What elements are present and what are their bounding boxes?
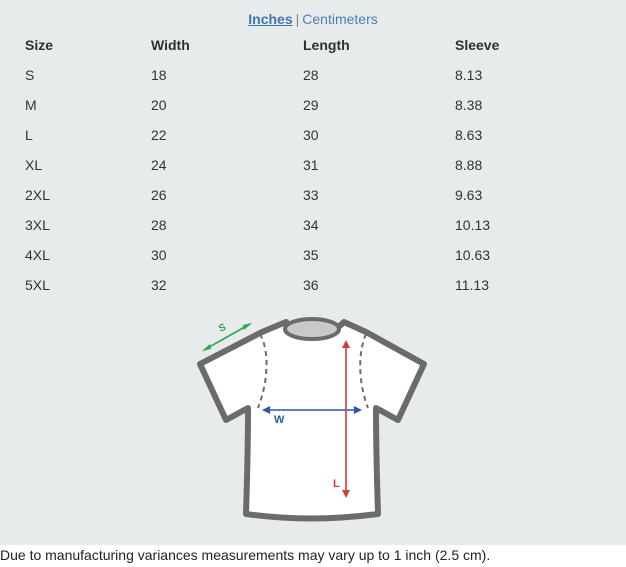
size-table: Size Width Length Sleeve S 18 28 8.13 M … xyxy=(0,30,626,300)
cell-sleeve: 9.63 xyxy=(455,187,483,203)
cell-size: 5XL xyxy=(25,277,50,293)
sleeve-measure-arrow xyxy=(202,323,252,351)
cell-length: 28 xyxy=(303,67,319,83)
measurement-disclaimer: Due to manufacturing variances measureme… xyxy=(0,547,491,563)
unit-toggle: Inches | Centimeters xyxy=(0,11,626,27)
cell-width: 24 xyxy=(151,157,167,173)
cell-sleeve: 8.38 xyxy=(455,97,483,113)
armhole-seam-right xyxy=(359,333,369,409)
cell-width: 26 xyxy=(151,187,167,203)
cell-length: 35 xyxy=(303,247,319,263)
table-row: L 22 30 8.63 xyxy=(0,120,626,150)
cell-width: 28 xyxy=(151,217,167,233)
cell-width: 18 xyxy=(151,67,167,83)
cell-length: 29 xyxy=(303,97,319,113)
sleeve-label: S xyxy=(217,322,228,335)
centimeters-link[interactable]: Centimeters xyxy=(302,11,378,27)
cell-length: 31 xyxy=(303,157,319,173)
table-row: 4XL 30 35 10.63 xyxy=(0,240,626,270)
tshirt-measurement-diagram: S W L xyxy=(197,317,427,522)
cell-size: 4XL xyxy=(25,247,50,263)
cell-sleeve: 10.63 xyxy=(455,247,491,263)
header-size: Size xyxy=(25,37,54,53)
cell-size: L xyxy=(25,127,33,143)
tshirt-outline xyxy=(197,319,427,522)
header-sleeve: Sleeve xyxy=(455,37,500,53)
cell-size: XL xyxy=(25,157,43,173)
table-row: 5XL 32 36 11.13 xyxy=(0,270,626,300)
table-row: 2XL 26 33 9.63 xyxy=(0,180,626,210)
cell-length: 34 xyxy=(303,217,319,233)
cell-sleeve: 11.13 xyxy=(455,277,489,293)
cell-width: 30 xyxy=(151,247,167,263)
tshirt-collar xyxy=(283,317,341,341)
table-row: XL 24 31 8.88 xyxy=(0,150,626,180)
cell-sleeve: 8.63 xyxy=(455,127,483,143)
cell-length: 30 xyxy=(303,127,319,143)
cell-sleeve: 8.88 xyxy=(455,157,483,173)
cell-length: 33 xyxy=(303,187,319,203)
cell-length: 36 xyxy=(303,277,319,293)
length-label: L xyxy=(333,478,340,490)
cell-width: 32 xyxy=(151,277,167,293)
header-width: Width xyxy=(151,37,190,53)
table-row: S 18 28 8.13 xyxy=(0,60,626,90)
inches-link[interactable]: Inches xyxy=(248,11,293,27)
size-chart-panel: Inches | Centimeters Size Width Length Sle… xyxy=(0,0,626,545)
cell-size: 3XL xyxy=(25,217,50,233)
width-label: W xyxy=(274,414,285,426)
length-measure-arrow xyxy=(342,340,350,498)
cell-width: 22 xyxy=(151,127,167,143)
unit-separator: | xyxy=(295,11,300,27)
table-row: M 20 29 8.38 xyxy=(0,90,626,120)
table-row: 3XL 28 34 10.13 xyxy=(0,210,626,240)
table-header-row: Size Width Length Sleeve xyxy=(0,30,626,60)
cell-size: M xyxy=(25,97,37,113)
width-measure-arrow xyxy=(262,406,362,414)
cell-width: 20 xyxy=(151,97,167,113)
cell-size: 2XL xyxy=(25,187,50,203)
cell-sleeve: 10.13 xyxy=(455,217,491,233)
cell-size: S xyxy=(25,67,35,83)
cell-sleeve: 8.13 xyxy=(455,67,483,83)
header-length: Length xyxy=(303,37,350,53)
